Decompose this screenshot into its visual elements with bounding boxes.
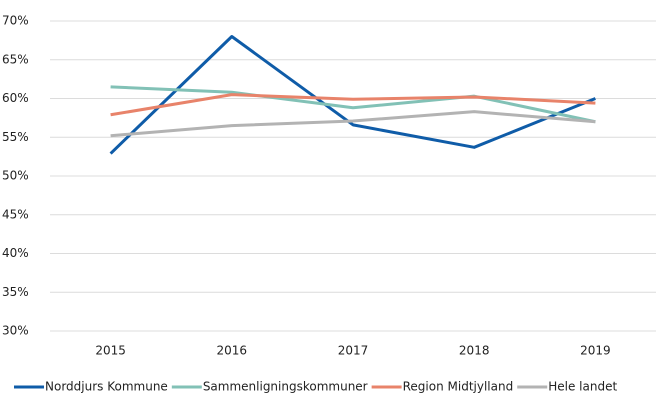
x-tick-label: 2015 [95, 344, 126, 358]
x-tick-label: 2016 [217, 344, 248, 358]
series-line [110, 110, 596, 138]
y-tick-label: 50% [2, 169, 29, 183]
x-tick-label: 2019 [580, 344, 611, 358]
y-tick-label: 60% [2, 91, 29, 105]
series-line [110, 93, 596, 117]
y-tick-label: 65% [2, 52, 29, 66]
x-tick-label: 2017 [338, 344, 369, 358]
legend-label: Sammenligningskommuner [203, 380, 368, 394]
legend-label: Hele landet [548, 380, 617, 394]
series-line [110, 85, 596, 124]
y-tick-label: 40% [2, 246, 29, 260]
series-line [109, 35, 596, 155]
legend-label: Region Midtjylland [403, 380, 514, 394]
legend-label: Norddjurs Kommune [45, 380, 168, 394]
y-tick-label: 30% [2, 324, 29, 338]
y-tick-label: 70% [2, 14, 29, 28]
y-tick-label: 55% [2, 130, 29, 144]
x-tick-label: 2018 [459, 344, 490, 358]
y-tick-label: 45% [2, 207, 29, 221]
y-tick-label: 35% [2, 285, 29, 299]
